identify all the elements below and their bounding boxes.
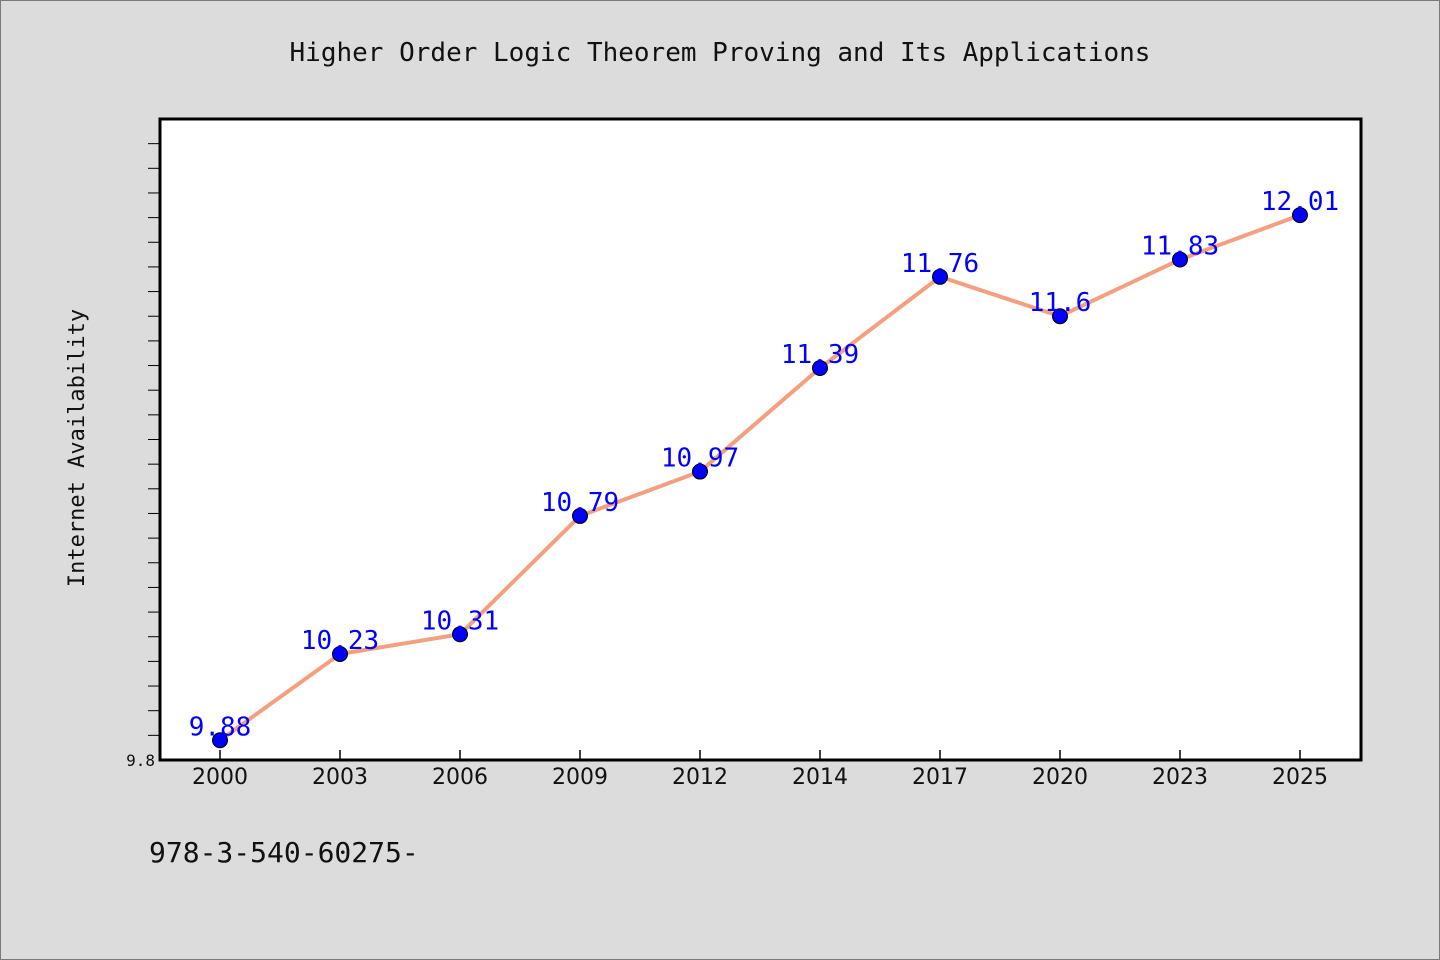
- series-line-segment: [218, 651, 342, 743]
- data-point: [1172, 251, 1188, 268]
- x-tick-label: 2006: [432, 765, 488, 790]
- data-label: 11.6: [1029, 288, 1092, 318]
- series-line-segment: [338, 632, 462, 656]
- data-point: [812, 360, 828, 377]
- plot-area: [158, 117, 1363, 762]
- x-tick-label: 2020: [1032, 765, 1088, 790]
- data-label: 11.39: [781, 340, 859, 370]
- series-line-segment: [1178, 213, 1302, 262]
- data-label: 10.23: [301, 626, 379, 656]
- footer-isbn-text: 978-3-540-60275-: [149, 836, 419, 869]
- data-point: [692, 463, 708, 480]
- data-point: [1292, 207, 1308, 224]
- data-label: 9.88: [189, 712, 252, 742]
- data-label: 11.83: [1141, 232, 1219, 262]
- data-point: [332, 645, 348, 662]
- data-point: [1052, 308, 1068, 325]
- data-label: 10.97: [661, 444, 739, 474]
- series-line-segment: [938, 274, 1062, 319]
- data-label: 12.01: [1261, 187, 1339, 217]
- chart-title: Higher Order Logic Theorem Proving and I…: [290, 38, 1151, 68]
- series-line-segment: [698, 366, 822, 474]
- x-axis-ticks: 2000 2003 2006 2009 2012 2014 2017 2020 2023 2025: [192, 750, 1328, 790]
- data-point: [212, 732, 228, 749]
- x-tick-label: 2000: [192, 765, 248, 790]
- data-label: 11.76: [901, 249, 979, 279]
- x-tick-label: 2025: [1272, 765, 1328, 790]
- data-point: [452, 626, 468, 643]
- data-points: [212, 207, 1308, 749]
- series-line-segment: [458, 513, 582, 637]
- series-line-group: [218, 213, 1302, 743]
- y-tick-label: 9.8: [126, 751, 155, 770]
- data-point: [932, 268, 948, 285]
- x-tick-label: 2014: [792, 765, 848, 790]
- y-axis-label: Internet Availability: [65, 309, 90, 587]
- series-line-segment: [578, 469, 702, 518]
- data-point: [572, 507, 588, 524]
- series-line-segment: [1058, 257, 1182, 319]
- x-tick-label: 2012: [672, 765, 728, 790]
- y-axis-ticks: 9.8: [126, 143, 160, 770]
- data-labels: 9.88 10.23 10.31 10.79 10.97 11.39 11.76 11.6 11…: [189, 187, 1339, 742]
- data-label: 10.31: [421, 606, 499, 636]
- x-tick-label: 2023: [1152, 765, 1208, 790]
- x-tick-label: 2017: [912, 765, 968, 790]
- data-label: 10.79: [541, 488, 619, 518]
- series-line-segment: [818, 274, 942, 371]
- x-tick-label: 2003: [312, 765, 368, 790]
- x-tick-label: 2009: [552, 765, 608, 790]
